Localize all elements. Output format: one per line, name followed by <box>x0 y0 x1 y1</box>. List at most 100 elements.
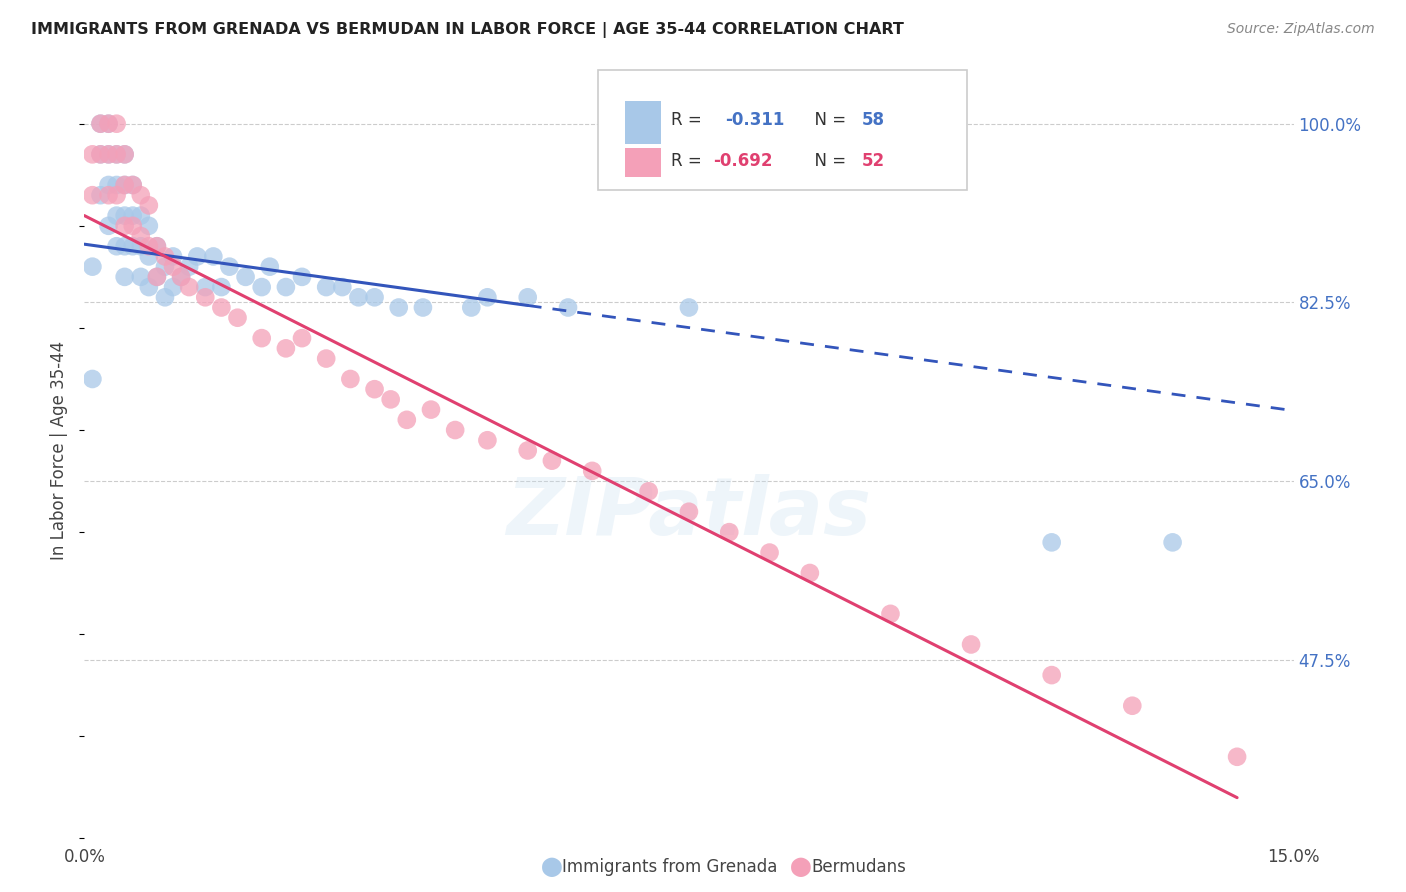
Point <box>209 301 232 315</box>
Point <box>105 239 128 253</box>
Point <box>129 239 152 253</box>
FancyBboxPatch shape <box>624 148 661 178</box>
Point <box>235 269 257 284</box>
Point <box>194 290 217 304</box>
Text: Immigrants from Grenada: Immigrants from Grenada <box>562 858 778 876</box>
Point <box>97 178 120 192</box>
Point <box>637 484 659 499</box>
Point <box>89 147 111 161</box>
Point <box>89 147 111 161</box>
Point <box>121 178 143 192</box>
Point <box>114 239 136 253</box>
Point <box>97 188 120 202</box>
Point <box>799 566 821 580</box>
Point <box>162 249 184 264</box>
Point <box>170 269 193 284</box>
Point <box>82 260 104 274</box>
Point <box>121 219 143 233</box>
Point <box>82 188 104 202</box>
Point <box>330 280 353 294</box>
Point <box>581 464 603 478</box>
Text: ⬤: ⬤ <box>541 857 564 877</box>
Point <box>82 147 104 161</box>
Point <box>516 290 538 304</box>
Point <box>114 178 136 192</box>
Point <box>146 269 169 284</box>
Point <box>477 290 499 304</box>
Point <box>218 260 240 274</box>
Point <box>758 545 780 559</box>
Point <box>89 117 111 131</box>
Text: Bermudans: Bermudans <box>811 858 905 876</box>
Point <box>209 280 232 294</box>
Point <box>395 413 418 427</box>
Text: Source: ZipAtlas.com: Source: ZipAtlas.com <box>1227 22 1375 37</box>
Point <box>1161 535 1184 549</box>
Point <box>114 147 136 161</box>
Point <box>291 269 314 284</box>
Point <box>388 301 411 315</box>
Point <box>363 382 385 396</box>
Point <box>250 280 273 294</box>
Point <box>250 331 273 345</box>
Point <box>678 505 700 519</box>
Point <box>97 117 120 131</box>
Text: ZIPatlas: ZIPatlas <box>506 474 872 551</box>
Point <box>1040 535 1063 549</box>
Point <box>146 239 169 253</box>
Point <box>291 331 314 345</box>
Point <box>105 147 128 161</box>
Point <box>114 269 136 284</box>
Point <box>89 188 111 202</box>
Point <box>121 239 143 253</box>
Text: R =: R = <box>671 152 707 170</box>
Point <box>105 178 128 192</box>
Text: N =: N = <box>804 111 851 128</box>
Text: IMMIGRANTS FROM GRENADA VS BERMUDAN IN LABOR FORCE | AGE 35-44 CORRELATION CHART: IMMIGRANTS FROM GRENADA VS BERMUDAN IN L… <box>31 22 904 38</box>
Point <box>678 301 700 315</box>
Point <box>179 280 201 294</box>
Point <box>146 239 169 253</box>
Point <box>129 269 152 284</box>
Point <box>162 260 184 274</box>
Point <box>315 280 337 294</box>
Text: N =: N = <box>804 152 851 170</box>
Point <box>557 301 579 315</box>
FancyBboxPatch shape <box>624 101 661 144</box>
Text: 58: 58 <box>862 111 884 128</box>
Point <box>460 301 482 315</box>
Point <box>274 280 297 294</box>
Point <box>138 219 160 233</box>
Text: -0.692: -0.692 <box>713 152 773 170</box>
Point <box>97 219 120 233</box>
Point <box>114 209 136 223</box>
Point <box>420 402 443 417</box>
Point <box>138 280 160 294</box>
Point <box>1226 749 1249 764</box>
Point <box>114 147 136 161</box>
Text: 52: 52 <box>862 152 884 170</box>
Point <box>339 372 361 386</box>
Point <box>259 260 281 274</box>
Point <box>179 260 201 274</box>
Point <box>97 147 120 161</box>
Point <box>879 607 901 621</box>
Point <box>105 209 128 223</box>
Point <box>516 443 538 458</box>
Point <box>1040 668 1063 682</box>
Point <box>477 434 499 448</box>
Point <box>138 239 160 253</box>
Text: R =: R = <box>671 111 711 128</box>
Point <box>541 453 564 467</box>
FancyBboxPatch shape <box>599 70 967 191</box>
Point <box>82 372 104 386</box>
Point <box>226 310 249 325</box>
Point <box>444 423 467 437</box>
Point <box>129 188 152 202</box>
Point <box>129 229 152 244</box>
Point <box>114 178 136 192</box>
Point <box>412 301 434 315</box>
Point <box>105 147 128 161</box>
Point <box>202 249 225 264</box>
Text: ⬤: ⬤ <box>790 857 813 877</box>
